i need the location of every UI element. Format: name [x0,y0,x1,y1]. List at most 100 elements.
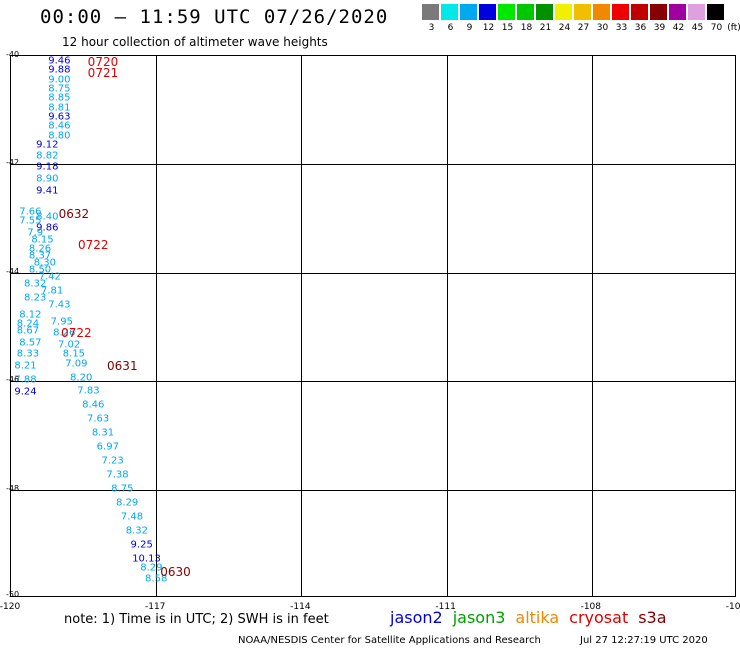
wave-height-value: 7.42 [38,271,61,283]
latitude-tick-label: -50 [6,590,20,599]
scale-label: 3 [428,23,435,33]
wave-height-value: 8.23 [24,292,47,304]
parallel-line [11,164,735,166]
wave-height-value: 7.88 [14,374,37,386]
wave-height-value: 10.13 [132,553,161,565]
wave-height-value: 7.23 [101,455,124,467]
satellite-name: jason2 [390,608,443,627]
parallel-line [11,381,735,383]
scale-swatch [517,4,534,20]
scale-label: 36 [634,23,647,33]
scale-swatch [707,4,724,20]
scale-label: 27 [577,23,590,33]
wave-height-value: 8.75 [48,83,71,95]
wave-height-value: 9.25 [130,539,153,551]
wave-height-value: 8.30 [33,257,57,269]
wave-height-value: 8.46 [82,399,105,411]
wave-height-value: 8.33 [16,348,40,360]
wave-height-value: 9.12 [36,139,59,151]
wave-height-value: 7.95 [50,316,73,328]
wave-height-value: 7.48 [120,511,144,523]
wave-height-value: 8.29 [116,497,139,509]
wave-height-value: 8.75 [111,483,134,495]
scale-label: 70 [710,23,723,33]
longitude-tick-label: -120 [0,602,21,612]
latitude-tick-label: -48 [6,483,20,493]
wave-height-value: 8.37 [28,250,52,262]
meridian-line [301,56,303,596]
wave-height-value: 9.46 [48,55,71,67]
longitude-tick-label: -105 [725,602,740,612]
wave-height-value: 7.9 [27,227,44,239]
scale-label: 15 [501,23,514,33]
wave-height-value: 8.57 [19,337,42,349]
scale-label: 30 [596,23,609,33]
wave-height-value: 8.21 [14,360,37,372]
credit-line: NOAA/NESDIS Center for Satellite Applica… [238,635,541,646]
scale-swatch [555,4,572,20]
scale-swatch [441,4,458,20]
pass-time-label: 0720 [87,55,119,70]
scale-label: 18 [520,23,533,33]
satellite-name: altika [515,608,560,627]
wave-height-value: 8.29 [140,562,163,574]
longitude-tick-label: -117 [144,602,166,612]
wave-height-value: 8.90 [36,173,59,185]
wave-height-value: 8.32 [24,278,47,290]
scale-swatch [593,4,610,20]
scale-label: 39 [653,23,666,33]
satellite-legend: jason2 jason3 altika cryosat s3a [390,608,677,627]
pass-time-label: 0722 [61,326,92,341]
wave-height-value: 7.81 [40,285,64,297]
latitude-tick-label: -40 [6,50,20,59]
wave-height-value: 8.58 [145,573,168,585]
parallel-line [11,489,735,491]
scale-label: 45 [691,23,704,33]
generated-timestamp: Jul 27 12:27:19 UTC 2020 [580,635,708,646]
scale-swatch [536,4,553,20]
scale-swatch [650,4,667,20]
wave-height-value: 7.09 [65,358,88,370]
page-subtitle: 12 hour collection of altimeter wave hei… [62,35,328,49]
pass-time-label: 0630 [160,564,191,579]
wave-height-value: 8.82 [36,150,59,162]
scale-swatch [574,4,591,20]
scale-swatch [460,4,477,20]
latitude-tick-label: -46 [6,375,20,385]
wave-height-value: 8.24 [16,318,40,330]
pass-time-label: 0722 [77,237,109,252]
scale-swatch [631,4,648,20]
scale-label: 42 [672,23,685,33]
latitude-tick-label: -42 [6,158,20,168]
scale-swatch [498,4,515,20]
scale-label: 6 [447,23,454,33]
wave-height-value: 8.15 [62,348,86,360]
wave-height-value: 7.83 [77,385,100,397]
pass-time-label: 0631 [107,359,138,374]
longitude-tick-label: -111 [435,602,456,612]
wave-height-value: 7.55 [19,215,42,227]
meridian-line [591,56,593,596]
wave-height-value: 8.50 [28,264,52,276]
wave-height-value: 6.97 [96,441,119,453]
scale-swatch [612,4,629,20]
satellite-name: jason3 [452,608,506,627]
wave-height-value: 8.40 [36,211,59,223]
wave-height-value: 7.38 [106,469,129,481]
scale-label: 21 [539,23,552,33]
wave-height-value: 7.02 [57,339,81,351]
footnote: note: 1) Time is in UTC; 2) SWH is in fe… [64,612,329,627]
map-plot-area: 9.46 9.88 9.00 8.75 8.85 8.81 9.63 8.46 8.80 9.12… [10,55,736,597]
wave-height-value: 8.85 [48,92,71,104]
satellite-name: cryosat [569,608,629,627]
scale-label: 12 [482,23,495,33]
meridian-line [156,56,158,596]
wave-height-value: 8.81 [48,102,71,114]
wave-height-value: 7.43 [48,299,71,311]
wave-height-value: 8.20 [70,372,93,384]
scale-swatch [479,4,496,20]
latitude-tick-label: -44 [6,266,20,276]
scale-swatch [688,4,705,20]
wave-height-value: 8.32 [125,525,148,537]
meridian-line [446,56,448,596]
